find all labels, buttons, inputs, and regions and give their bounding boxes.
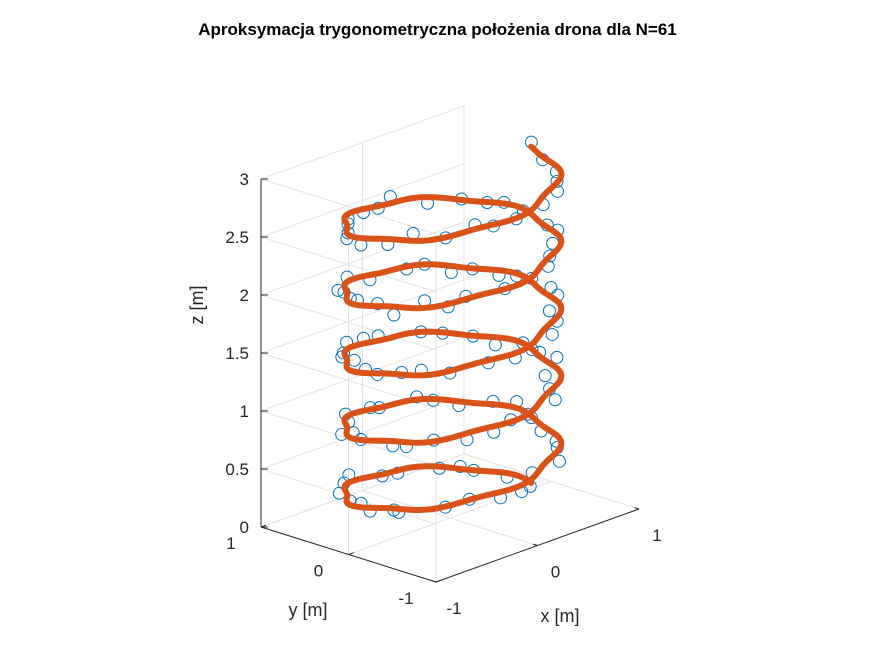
x-tick-mark bbox=[532, 543, 538, 546]
y-axis-label: y [m] bbox=[289, 600, 328, 620]
z-tick-label: 1 bbox=[240, 402, 249, 421]
x-axis-label: x [m] bbox=[541, 606, 580, 626]
data-point bbox=[548, 393, 562, 407]
measurement-points bbox=[331, 135, 566, 519]
data-point bbox=[542, 304, 556, 318]
x-tick-mark bbox=[431, 580, 437, 583]
z-tick-label: 1.5 bbox=[225, 344, 249, 363]
y-tick-label: -1 bbox=[398, 589, 413, 608]
approximation-curve bbox=[341, 143, 565, 513]
x-tick-label: -1 bbox=[446, 599, 461, 618]
data-point bbox=[488, 338, 502, 352]
data-point bbox=[552, 454, 566, 468]
data-point bbox=[550, 350, 564, 364]
x-tick-label: 1 bbox=[652, 526, 661, 545]
z-tick-label: 2 bbox=[240, 286, 249, 305]
approximation-line bbox=[341, 143, 565, 513]
data-point bbox=[545, 327, 559, 341]
z-tick-label: 3 bbox=[240, 170, 249, 189]
data-point bbox=[387, 308, 401, 322]
data-point bbox=[543, 249, 557, 263]
data-point bbox=[538, 369, 552, 383]
y-tick-label: 1 bbox=[226, 534, 235, 553]
x-tick-mark bbox=[634, 507, 640, 510]
y-tick-label: 0 bbox=[314, 562, 323, 581]
x-tick-label: 0 bbox=[551, 563, 560, 582]
data-point bbox=[347, 353, 361, 367]
data-point bbox=[550, 174, 564, 188]
grid-line-floor-y bbox=[348, 481, 552, 555]
z-tick-label: 2.5 bbox=[225, 228, 249, 247]
axes bbox=[260, 178, 640, 583]
chart-title: Aproksymacja trygonometryczna położenia … bbox=[198, 20, 677, 39]
y-tick-mark bbox=[435, 579, 442, 583]
z-tick-label: 0.5 bbox=[225, 460, 249, 479]
y-tick-mark bbox=[348, 552, 354, 555]
z-tick-label: 0 bbox=[240, 518, 249, 537]
z-axis-label: z [m] bbox=[187, 286, 207, 325]
